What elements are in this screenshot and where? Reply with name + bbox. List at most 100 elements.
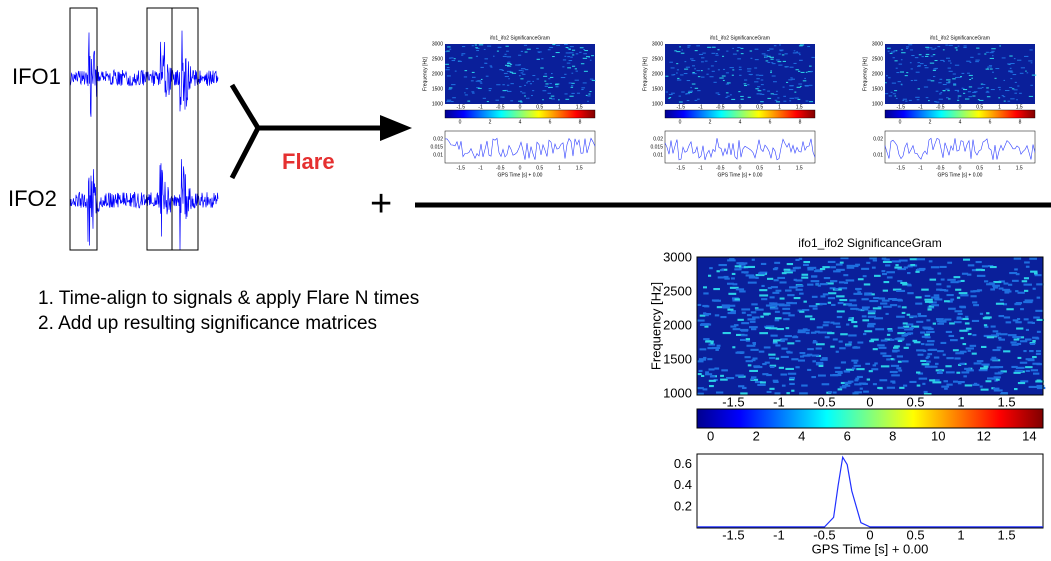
spectrogram-speckle xyxy=(940,278,945,281)
plot-title: ifo1_ifo2 SignificanceGram xyxy=(930,35,990,41)
spectrogram-speckle xyxy=(749,320,756,323)
spectrogram-speckle xyxy=(838,340,843,343)
spectrogram-speckle xyxy=(587,100,589,102)
spectrogram-speckle xyxy=(581,87,586,89)
spectrogram-speckle xyxy=(1024,299,1034,302)
x-tick-label: 1 xyxy=(558,104,561,110)
spectrogram-speckle xyxy=(815,282,820,285)
spectrogram-speckle xyxy=(770,334,778,337)
spectrogram-speckle xyxy=(727,282,734,285)
x-tick-label: 1.5 xyxy=(576,104,583,110)
spectrogram-speckle xyxy=(935,101,940,103)
spectrogram-speckle xyxy=(471,71,475,73)
spectrogram-speckle xyxy=(906,46,910,48)
spectrogram-speckle xyxy=(857,291,862,294)
y-tick-label: 1500 xyxy=(872,86,883,92)
spectrogram-speckle xyxy=(702,52,706,54)
spectrogram-speckle xyxy=(709,375,716,378)
spectrogram-speckle xyxy=(999,333,1008,336)
spectrogram-speckle xyxy=(451,84,456,86)
spectrogram-speckle xyxy=(765,56,768,58)
spectrogram-speckle xyxy=(568,60,573,62)
spectrogram-speckle xyxy=(729,67,734,69)
x-tick-label: 1.5 xyxy=(796,165,803,171)
spectrogram-speckle xyxy=(1025,369,1030,372)
spectrogram-speckle xyxy=(922,349,927,352)
spectrogram-speckle xyxy=(669,61,673,63)
spectrogram-speckle xyxy=(701,70,703,72)
spectrogram-speckle xyxy=(515,64,519,66)
spectrogram-speckle xyxy=(880,339,888,342)
spectrogram-speckle xyxy=(795,279,803,282)
spectrogram-speckle xyxy=(989,52,994,54)
spectrogram-speckle xyxy=(531,95,533,97)
spectrogram-speckle xyxy=(928,305,934,308)
spectrogram-speckle xyxy=(591,79,596,81)
spectrogram-speckle xyxy=(526,48,531,50)
spectrogram-speckle xyxy=(966,327,972,330)
plot-title: ifo1_ifo2 SignificanceGram xyxy=(798,236,941,250)
spectrogram-speckle xyxy=(1003,282,1009,285)
spectrogram-speckle xyxy=(796,86,801,88)
spectrogram-speckle xyxy=(697,392,704,395)
spectrogram-speckle xyxy=(549,97,552,99)
spectrogram-speckle xyxy=(779,297,785,300)
spectrogram-speckle xyxy=(976,289,983,292)
spectrogram-speckle xyxy=(717,94,721,96)
spectrogram-speckle xyxy=(703,338,710,341)
spectrogram-speckle xyxy=(497,46,502,48)
spectrogram-speckle xyxy=(465,88,469,90)
spectrogram-speckle xyxy=(550,95,555,97)
spectrogram-speckle xyxy=(851,321,858,324)
spectrogram-speckle xyxy=(714,367,720,370)
spectrogram-speckle xyxy=(778,64,783,66)
spectrogram-speckle xyxy=(520,50,523,52)
spectrogram-speckle xyxy=(918,315,927,318)
spectrogram-speckle xyxy=(722,55,725,57)
spectrogram-speckle xyxy=(924,294,931,297)
spectrogram-speckle xyxy=(486,101,489,103)
spectrogram-speckle xyxy=(791,302,798,305)
spectrogram-speckle xyxy=(906,72,909,74)
x-tick-label: 1.5 xyxy=(1016,165,1023,171)
spectrogram-speckle xyxy=(785,304,791,307)
spectrogram-speckle xyxy=(1002,303,1008,306)
spectrogram-speckle xyxy=(960,337,964,340)
spectrogram-speckle xyxy=(938,370,942,373)
spectrogram-speckle xyxy=(724,277,730,280)
spectrogram-speckle xyxy=(961,87,964,89)
spectrogram-speckle xyxy=(903,266,908,269)
spectrogram-speckle xyxy=(1019,361,1028,364)
spectrogram-speckle xyxy=(777,276,786,279)
spectrogram-speckle xyxy=(867,312,876,315)
spectrogram-speckle xyxy=(783,95,786,97)
spectrogram-speckle xyxy=(980,388,989,391)
y-tick-label: 3000 xyxy=(872,41,883,47)
spectrogram-speckle xyxy=(801,276,809,279)
x-tick-label: 0.5 xyxy=(906,394,924,409)
spectrogram-speckle xyxy=(957,97,960,99)
x-tick-label: -1.5 xyxy=(722,527,744,542)
spectrogram-speckle xyxy=(779,50,783,52)
spectrogram-speckle xyxy=(917,65,921,67)
spectrogram-speckle xyxy=(747,265,756,268)
spectrogram-speckle xyxy=(697,360,704,363)
spectrogram-speckle xyxy=(761,298,768,301)
spectrogram-speckle xyxy=(979,99,984,101)
spectrogram-speckle xyxy=(1032,362,1041,365)
spectrogram-speckle xyxy=(544,85,549,87)
spectrogram-speckle xyxy=(452,97,456,99)
spectrogram-speckle xyxy=(948,307,956,310)
colorbar-tick-label: 8 xyxy=(799,119,802,125)
spectrogram-speckle xyxy=(805,100,809,102)
spectrogram-speckle xyxy=(447,46,451,48)
spectrogram-speckle xyxy=(722,79,725,81)
spectrogram-speckle xyxy=(880,302,888,305)
spectrogram-speckle xyxy=(471,45,474,47)
spectrogram-speckle xyxy=(772,63,776,65)
spectrogram-speckle xyxy=(676,79,682,81)
spectrogram-speckle xyxy=(798,70,801,72)
spectrogram-speckle xyxy=(690,87,692,89)
spectrogram-speckle xyxy=(796,284,804,287)
spectrogram-speckle xyxy=(567,67,572,69)
